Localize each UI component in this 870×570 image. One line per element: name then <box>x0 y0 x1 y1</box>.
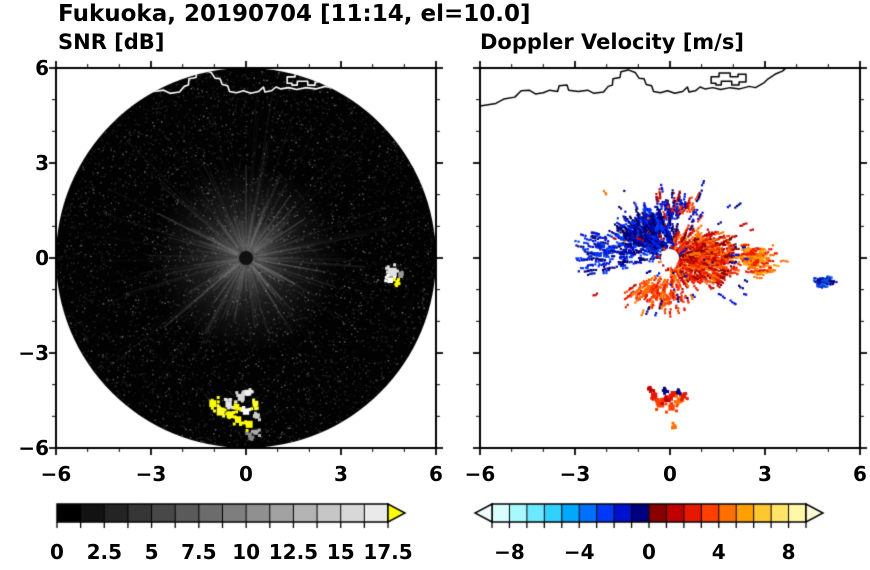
doppler-colorbar-tick-label: −8 <box>494 540 525 564</box>
snr-colorbar-tick-label: 17.5 <box>363 540 413 564</box>
snr-x-tick-label: 0 <box>239 462 253 486</box>
snr-y-tick-label: −3 <box>18 341 49 365</box>
snr-colorbar-tick-label: 5 <box>144 540 159 564</box>
snr-colorbar-tick-label: 2.5 <box>86 540 122 564</box>
doppler-x-tick-label: 0 <box>663 462 677 486</box>
figure-title: Fukuoka, 20190704 [11:14, el=10.0] <box>58 1 531 27</box>
snr-x-tick-label: 3 <box>334 462 348 486</box>
doppler-x-tick-label: 6 <box>853 462 867 486</box>
snr-y-tick-label: 6 <box>35 56 49 80</box>
snr-x-tick-label: −6 <box>40 462 72 486</box>
snr-colorbar-tick-label: 10 <box>232 540 261 564</box>
doppler-x-tick-label: −3 <box>559 462 591 486</box>
doppler-panel-title: Doppler Velocity [m/s] <box>480 30 744 54</box>
snr-x-tick-label: 6 <box>429 462 443 486</box>
snr-colorbar-tick-label: 0 <box>50 540 64 564</box>
snr-panel-title: SNR [dB] <box>58 30 165 54</box>
snr-x-tick-label: −3 <box>135 462 167 486</box>
snr-y-tick-label: 3 <box>35 151 49 175</box>
doppler-x-tick-label: −6 <box>464 462 496 486</box>
doppler-colorbar-tick-label: 4 <box>711 540 726 564</box>
doppler-x-tick-label: 3 <box>758 462 772 486</box>
snr-colorbar-tick-label: 7.5 <box>181 540 217 564</box>
doppler-colorbar-tick-label: −4 <box>563 540 595 564</box>
snr-y-tick-label: −6 <box>18 436 49 460</box>
snr-y-tick-label: 0 <box>35 246 49 270</box>
doppler-colorbar-tick-label: 0 <box>642 540 656 564</box>
doppler-colorbar-tick-label: 8 <box>781 540 796 564</box>
snr-colorbar-tick-label: 12.5 <box>268 540 319 564</box>
snr-colorbar-tick-label: 15 <box>326 540 355 564</box>
